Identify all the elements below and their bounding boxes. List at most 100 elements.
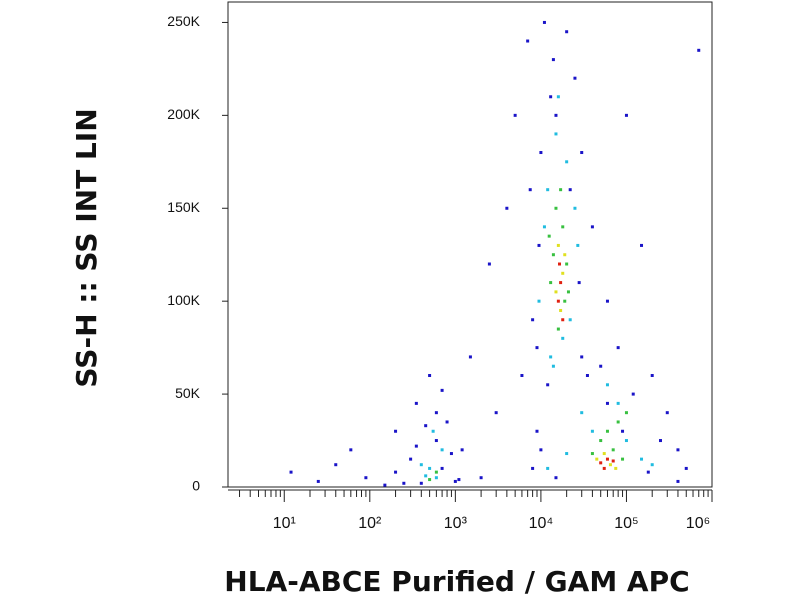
data-point bbox=[539, 151, 543, 155]
data-point bbox=[505, 206, 509, 210]
data-point bbox=[602, 466, 606, 470]
data-point bbox=[599, 439, 603, 443]
data-point bbox=[531, 466, 535, 470]
data-point bbox=[554, 206, 558, 210]
data-point bbox=[580, 411, 584, 415]
data-point bbox=[531, 318, 535, 322]
data-point bbox=[554, 476, 558, 480]
data-point bbox=[595, 457, 599, 461]
data-point bbox=[479, 476, 483, 480]
data-point bbox=[556, 243, 560, 247]
data-point bbox=[590, 429, 594, 433]
data-point bbox=[428, 374, 432, 378]
data-point bbox=[526, 39, 530, 43]
data-point bbox=[445, 420, 449, 424]
data-point bbox=[535, 346, 539, 350]
data-point bbox=[394, 470, 398, 474]
data-point bbox=[424, 424, 428, 428]
data-point bbox=[602, 452, 606, 456]
y-tick-label: 200K bbox=[167, 106, 200, 122]
data-point bbox=[568, 188, 572, 192]
data-point bbox=[614, 466, 618, 470]
data-point bbox=[640, 457, 644, 461]
data-point bbox=[494, 411, 498, 415]
data-point bbox=[605, 299, 609, 303]
data-point bbox=[528, 188, 532, 192]
x-tick-label: 10⁵ bbox=[614, 515, 638, 532]
data-point bbox=[434, 470, 438, 474]
y-tick-label: 150K bbox=[167, 199, 200, 215]
y-tick-label: 0 bbox=[192, 478, 200, 494]
data-point bbox=[650, 374, 654, 378]
data-point bbox=[460, 448, 464, 452]
data-point bbox=[565, 262, 569, 266]
data-point bbox=[535, 429, 539, 433]
data-point bbox=[453, 479, 457, 483]
data-point bbox=[561, 271, 565, 275]
data-point bbox=[566, 290, 570, 294]
data-point bbox=[573, 206, 577, 210]
data-point bbox=[547, 234, 551, 238]
data-point bbox=[537, 299, 541, 303]
data-point bbox=[624, 439, 628, 443]
x-tick-label: 10³ bbox=[444, 515, 468, 532]
data-point bbox=[537, 243, 541, 247]
data-point bbox=[440, 466, 444, 470]
y-axis-title: SS-H :: SS INT LIN bbox=[70, 108, 103, 387]
data-point bbox=[563, 299, 567, 303]
data-point bbox=[431, 429, 435, 433]
data-point bbox=[646, 470, 650, 474]
data-point bbox=[383, 483, 387, 487]
data-point bbox=[565, 452, 569, 456]
data-point bbox=[364, 476, 368, 480]
data-point bbox=[665, 411, 669, 415]
data-point bbox=[559, 281, 563, 285]
data-point bbox=[520, 374, 524, 378]
data-point bbox=[419, 463, 423, 467]
data-point bbox=[573, 76, 577, 80]
data-point bbox=[419, 481, 423, 485]
data-point bbox=[658, 439, 662, 443]
data-point bbox=[559, 188, 563, 192]
data-point bbox=[621, 457, 625, 461]
data-point bbox=[676, 448, 680, 452]
data-point bbox=[449, 452, 453, 456]
data-point bbox=[334, 463, 338, 467]
data-point bbox=[402, 481, 406, 485]
x-axis-title: HLA-ABCE Purified / GAM APC bbox=[224, 565, 689, 598]
data-point bbox=[414, 444, 418, 448]
data-point bbox=[624, 113, 628, 117]
data-point bbox=[542, 20, 546, 24]
x-tick-label: 10⁴ bbox=[529, 515, 554, 532]
data-point bbox=[556, 327, 560, 331]
data-point bbox=[616, 346, 620, 350]
data-point bbox=[549, 281, 553, 285]
data-point bbox=[414, 401, 418, 405]
data-point bbox=[624, 411, 628, 415]
data-point bbox=[556, 299, 560, 303]
data-point bbox=[549, 355, 553, 359]
data-point bbox=[621, 429, 625, 433]
data-point bbox=[611, 459, 615, 463]
data-point bbox=[585, 374, 589, 378]
data-point bbox=[631, 392, 635, 396]
data-point bbox=[616, 401, 620, 405]
data-point bbox=[513, 113, 517, 117]
data-point bbox=[568, 318, 572, 322]
data-point bbox=[640, 243, 644, 247]
data-point bbox=[580, 151, 584, 155]
data-point bbox=[440, 448, 444, 452]
data-point bbox=[424, 474, 428, 478]
data-point bbox=[546, 383, 550, 387]
data-point bbox=[697, 48, 701, 52]
data-point bbox=[542, 225, 546, 229]
data-point bbox=[561, 225, 565, 229]
data-point bbox=[599, 461, 603, 465]
data-point bbox=[289, 470, 293, 474]
data-point bbox=[676, 479, 680, 483]
data-point bbox=[554, 132, 558, 136]
data-point bbox=[563, 253, 567, 257]
data-point bbox=[394, 429, 398, 433]
data-point bbox=[434, 411, 438, 415]
